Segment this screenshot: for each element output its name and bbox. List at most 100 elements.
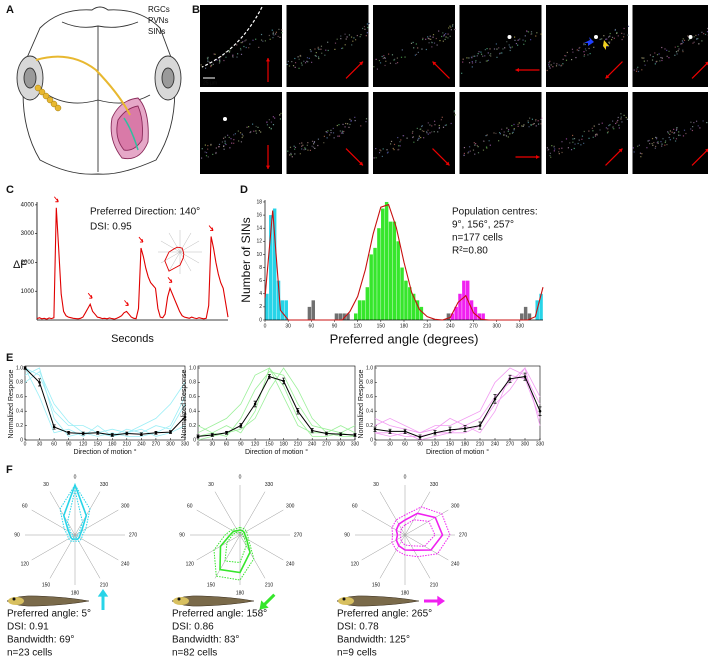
speckle: [412, 41, 414, 44]
mean-point: [493, 397, 497, 401]
polar-spoke: [49, 534, 76, 579]
speckle: [258, 130, 261, 132]
speckle: [660, 141, 662, 143]
speckle: [364, 28, 366, 30]
speckle: [662, 138, 664, 140]
speckle: [361, 27, 364, 30]
speckle: [609, 41, 611, 43]
speckle: [697, 125, 699, 127]
speckle: [240, 141, 243, 143]
speckle: [318, 48, 320, 50]
inset-spoke: [168, 251, 181, 272]
speckle: [306, 57, 309, 59]
speckle: [320, 45, 323, 47]
speckle: [606, 38, 608, 40]
speckle: [535, 125, 537, 127]
polar-spoke: [74, 534, 101, 579]
speckle: [498, 47, 500, 49]
speckle: [268, 126, 271, 129]
mean-point: [418, 435, 422, 439]
polar-spoke: [361, 534, 406, 561]
speckle: [579, 46, 581, 49]
speckle: [679, 134, 681, 136]
speckle: [685, 132, 687, 135]
speckle: [690, 128, 692, 130]
speckle: [404, 56, 406, 58]
direction-arrow: [345, 148, 364, 166]
speckle: [447, 37, 449, 39]
speckle: [233, 134, 235, 136]
speckle: [523, 43, 525, 45]
speckle: [675, 51, 678, 53]
speckle: [402, 135, 405, 137]
speckle: [417, 51, 419, 53]
speckle: [314, 54, 316, 57]
speckle: [289, 154, 291, 156]
y-axis-label: Normalized Response: [181, 369, 188, 438]
speckle: [443, 34, 446, 36]
speckle: [612, 126, 614, 128]
rgc-chain: [34, 84, 62, 112]
speckle: [449, 25, 451, 27]
speckle: [275, 31, 278, 33]
fish-eye: [342, 597, 346, 601]
speckle: [468, 57, 470, 59]
annotation: DSI: 0.95: [90, 222, 132, 233]
y-tick-label: 2: [259, 304, 262, 310]
speckle: [212, 63, 214, 65]
speckle: [406, 137, 408, 139]
speckle: [594, 135, 597, 137]
mean-point: [210, 433, 214, 437]
panel-label: A: [6, 4, 14, 16]
x-tick-label: 240: [308, 441, 317, 447]
speckle: [442, 126, 445, 128]
speckle: [330, 129, 332, 131]
speckle: [578, 47, 580, 49]
speckle: [526, 30, 528, 32]
speckle: [656, 54, 659, 56]
speckle: [620, 118, 622, 120]
speckle: [517, 44, 519, 46]
speckle: [266, 121, 268, 124]
tile-background: [632, 92, 708, 174]
speckle: [272, 124, 275, 126]
arrow-head: [536, 154, 540, 160]
speckle: [397, 148, 400, 151]
speckle: [641, 153, 643, 155]
histogram-bar: [477, 313, 482, 320]
speckle: [611, 39, 613, 41]
speckle: [584, 48, 587, 50]
speckle: [522, 39, 524, 41]
speckle: [475, 61, 477, 63]
polar-spoke: [404, 534, 449, 561]
inset-spoke: [168, 232, 181, 253]
speckle: [334, 42, 337, 44]
speckle: [674, 54, 676, 56]
mean-point: [508, 377, 512, 381]
speckle: [257, 126, 259, 128]
speckle: [580, 144, 582, 146]
polar-spoke: [49, 491, 76, 536]
y-tick-label: 0.6: [16, 394, 23, 400]
cell-marker: [223, 117, 227, 121]
speckle: [415, 53, 418, 56]
speckle: [279, 114, 281, 116]
speckle: [608, 124, 610, 127]
speckle: [561, 147, 563, 149]
info-text: Bandwidth: 83°: [172, 635, 239, 646]
y-tick-label: 8: [259, 265, 262, 271]
histogram-bar: [446, 313, 451, 320]
x-tick-label: 240: [446, 323, 455, 329]
histogram-bar: [280, 300, 285, 320]
speckle: [398, 145, 400, 147]
speckle: [696, 38, 698, 40]
speckle: [418, 135, 421, 137]
speckle: [487, 59, 490, 61]
y-tick-label: 0.8: [16, 380, 23, 386]
fish-head: [8, 597, 24, 605]
speckle: [273, 34, 275, 36]
cell-marker: [688, 35, 693, 39]
cell-trace: [197, 367, 356, 437]
speckle: [277, 35, 279, 38]
speckle: [392, 147, 394, 150]
